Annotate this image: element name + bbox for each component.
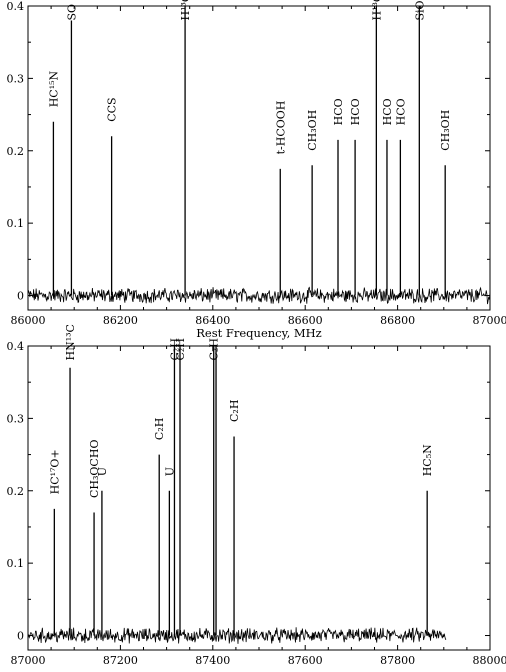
y-tick-label: 0.3 [7,412,25,425]
x-tick-label: 87200 [103,654,138,667]
y-tick-label: 0.2 [7,145,25,158]
line-label: t-HCOOH [274,101,287,155]
line-label: HC₅N [421,444,434,476]
y-tick-label: 0.1 [7,557,25,570]
x-axis-label: Rest Frequency, MHz [196,326,322,340]
line-label: C₂H [153,418,166,440]
line-label: C₂H [174,338,187,360]
line-label: H¹³CN [179,0,192,21]
spectrum-baseline-1 [28,287,490,304]
line-label: HC¹⁵N [47,70,60,107]
x-tick-label: 88000 [473,654,506,667]
line-label: HC¹⁷O+ [48,449,61,494]
line-label: HN¹³C [64,324,77,360]
x-tick-label: 87000 [11,654,46,667]
x-tick-label: 86000 [11,314,46,327]
y-tick-label: 0.1 [7,217,25,230]
line-label: CCS [106,97,119,121]
line-label: SiO [413,0,426,20]
y-tick-label: 0.2 [7,485,25,498]
line-label: CH₃OH [439,110,452,151]
line-label: HCO [349,98,362,125]
line-label: HCO [332,98,345,125]
line-label: CH₃OH [306,110,319,151]
line-label: H¹³CO+ [370,0,383,21]
line-label: U [96,467,109,476]
x-tick-label: 86200 [103,314,138,327]
plot-frame-1 [28,6,490,310]
x-tick-label: 86800 [380,314,415,327]
line-label: C₂H [228,400,241,422]
y-tick-label: 0 [17,290,24,303]
spectrum-baseline-2 [28,627,446,644]
y-tick-label: 0.4 [7,340,25,353]
x-tick-label: 87800 [380,654,415,667]
line-label: HCO [381,98,394,125]
y-tick-label: 0.4 [7,0,25,13]
y-tick-label: 0.3 [7,72,25,85]
line-label: SO [65,4,78,21]
y-tick-label: 0 [17,630,24,643]
line-label: HCO [394,98,407,125]
x-tick-label: 87000 [473,314,506,327]
line-label: C₂H [208,338,221,360]
